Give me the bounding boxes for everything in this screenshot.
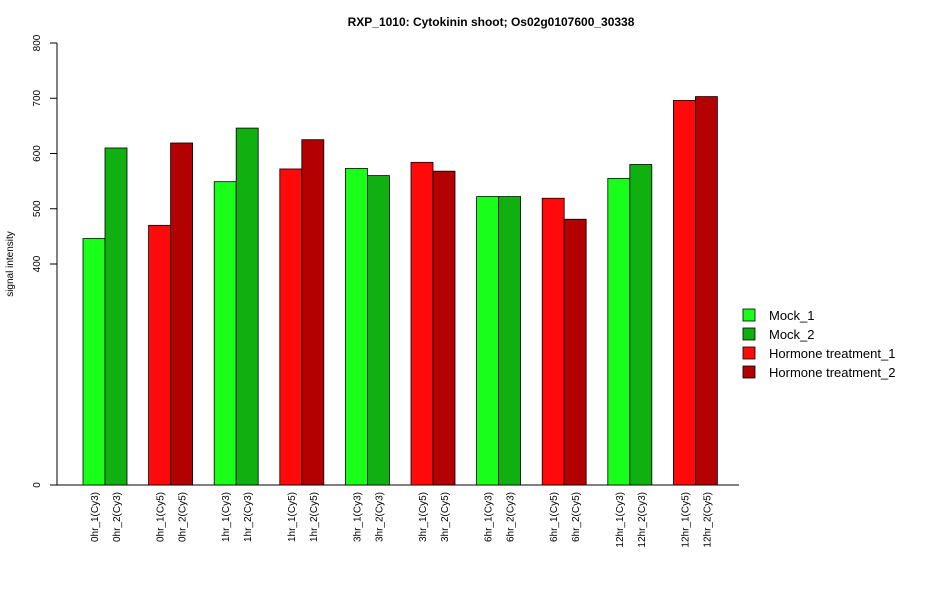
x-tick-label: 12hr_1(Cy3) bbox=[615, 492, 626, 548]
x-tick-label: 12hr_2(Cy3) bbox=[637, 492, 648, 548]
bar bbox=[82, 238, 106, 486]
x-tick-label: 12hr_1(Cy5) bbox=[680, 492, 691, 548]
bars bbox=[82, 96, 718, 486]
x-tick-label: 0hr_2(Cy5) bbox=[178, 492, 189, 542]
bar bbox=[235, 127, 259, 486]
bar bbox=[410, 161, 434, 486]
x-tick-label: 0hr_1(Cy5) bbox=[156, 492, 167, 542]
x-tick-label: 12hr_2(Cy5) bbox=[702, 492, 713, 548]
x-tick-label: 1hr_2(Cy3) bbox=[243, 492, 254, 542]
y-tick-label: 400 bbox=[32, 255, 43, 272]
chart-title: RXP_1010: Cytokinin shoot; Os02g0107600_… bbox=[348, 15, 635, 29]
x-tick-label: 3hr_1(Cy3) bbox=[352, 492, 363, 542]
x-tick-label: 0hr_2(Cy3) bbox=[112, 492, 123, 542]
y-tick-label: 600 bbox=[32, 145, 43, 162]
bar bbox=[213, 181, 237, 486]
x-tick-label: 1hr_2(Cy5) bbox=[309, 492, 320, 542]
bar bbox=[498, 196, 522, 486]
bar bbox=[366, 175, 390, 486]
legend-swatch bbox=[742, 346, 756, 360]
legend-label: Mock_1 bbox=[769, 308, 815, 323]
x-tick-label: 3hr_2(Cy5) bbox=[440, 492, 451, 542]
y-tick-label: 800 bbox=[32, 34, 43, 51]
legend-label: Mock_2 bbox=[769, 327, 815, 342]
legend: Mock_1 Mock_2 Hormone treatment_1 Hormone t… bbox=[742, 308, 895, 380]
x-tick-label: 3hr_1(Cy5) bbox=[418, 492, 429, 542]
bar bbox=[301, 139, 325, 486]
legend-swatch bbox=[742, 327, 756, 341]
y-ticks: 0 400 500 600 700 800 bbox=[32, 34, 57, 488]
bar bbox=[432, 170, 456, 486]
bar bbox=[148, 224, 172, 486]
x-tick-label: 0hr_1(Cy3) bbox=[90, 492, 101, 542]
y-tick-label: 700 bbox=[32, 89, 43, 106]
bar bbox=[673, 100, 696, 486]
legend-label: Hormone treatment_1 bbox=[769, 346, 895, 361]
legend-swatch bbox=[742, 308, 756, 322]
bar bbox=[695, 96, 718, 486]
bar bbox=[170, 142, 194, 486]
bar bbox=[563, 218, 587, 486]
bar bbox=[344, 168, 368, 486]
y-tick-label: 0 bbox=[32, 482, 43, 488]
x-tick-label: 6hr_1(Cy3) bbox=[484, 492, 495, 542]
bar bbox=[629, 164, 653, 486]
y-axis-label: signal intensity bbox=[5, 231, 16, 297]
x-tick-label: 1hr_1(Cy3) bbox=[221, 492, 232, 542]
bar bbox=[476, 196, 500, 486]
legend-swatch bbox=[742, 365, 756, 379]
bar bbox=[279, 168, 303, 486]
bar bbox=[541, 197, 565, 486]
x-tick-labels: 0hr_1(Cy3) 0hr_2(Cy3) 0hr_1(Cy5) 0hr_2(Cy5)… bbox=[90, 492, 713, 548]
bar bbox=[104, 147, 128, 486]
x-tick-label: 6hr_2(Cy3) bbox=[506, 492, 517, 542]
x-tick-label: 6hr_2(Cy5) bbox=[571, 492, 582, 542]
legend-label: Hormone treatment_2 bbox=[769, 365, 895, 380]
x-tick-label: 1hr_1(Cy5) bbox=[287, 492, 298, 542]
x-tick-label: 6hr_1(Cy5) bbox=[549, 492, 560, 542]
y-tick-label: 500 bbox=[32, 200, 43, 217]
bar bbox=[607, 177, 631, 486]
x-tick-label: 3hr_2(Cy3) bbox=[374, 492, 385, 542]
